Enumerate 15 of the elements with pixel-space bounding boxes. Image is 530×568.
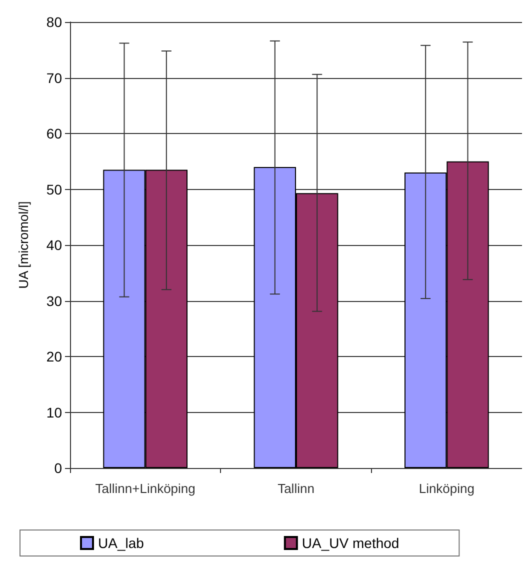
y-tick-label: 60 [46, 126, 62, 142]
x-tick-label: Tallinn+Linköping [95, 481, 196, 496]
y-tick-label: 80 [46, 14, 62, 30]
y-tick-label: 40 [46, 237, 62, 253]
y-tick-label: 0 [54, 460, 62, 476]
x-tick-label: Linköping [418, 481, 474, 496]
y-tick-label: 50 [46, 181, 62, 198]
legend-label: UA_lab [98, 535, 144, 551]
legend-label: UA_UV method [302, 535, 400, 551]
y-tick-label: 70 [46, 70, 62, 86]
y-tick-label: 30 [46, 292, 62, 309]
y-tick-label: 10 [46, 404, 62, 420]
y-tick-label: 20 [46, 348, 62, 364]
x-tick-label: Tallinn [278, 481, 314, 496]
y-axis-title: UA [micromol/l] [16, 201, 31, 289]
